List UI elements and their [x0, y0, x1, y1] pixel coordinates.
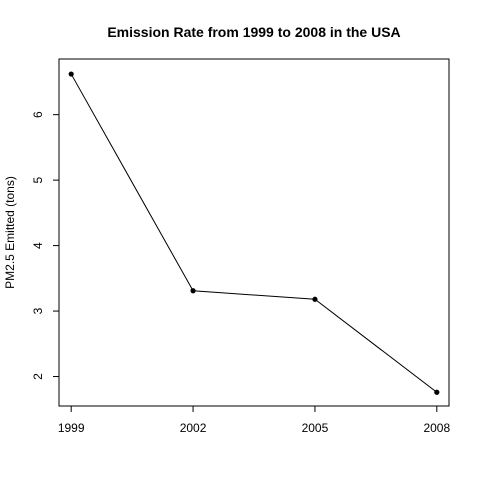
y-axis-label: PM2.5 Emitted (tons) [3, 176, 17, 289]
x-axis: 1999 2002 2005 2008 [58, 406, 450, 435]
x-tick-label-1: 2002 [180, 421, 207, 435]
y-tick-label-3: 5 [31, 176, 45, 183]
y-axis: 2 3 4 5 6 [31, 111, 59, 380]
y-tick-label-0: 2 [31, 373, 45, 380]
x-tick-label-3: 2008 [423, 421, 450, 435]
x-tick-label-2: 2005 [302, 421, 329, 435]
data-point-2002 [190, 288, 196, 294]
x-tick-label-0: 1999 [58, 421, 85, 435]
plot-area-frame [58, 58, 450, 407]
y-tick-label-4: 6 [31, 111, 45, 118]
chart-title: Emission Rate from 1999 to 2008 in the U… [107, 24, 400, 40]
data-point-2008 [434, 389, 440, 395]
data-point-2005 [312, 296, 318, 302]
data-point-1999 [68, 71, 74, 77]
y-tick-label-2: 4 [31, 242, 45, 249]
y-tick-label-1: 3 [31, 307, 45, 314]
series-layer [68, 71, 440, 395]
series-line-0 [70, 73, 438, 393]
